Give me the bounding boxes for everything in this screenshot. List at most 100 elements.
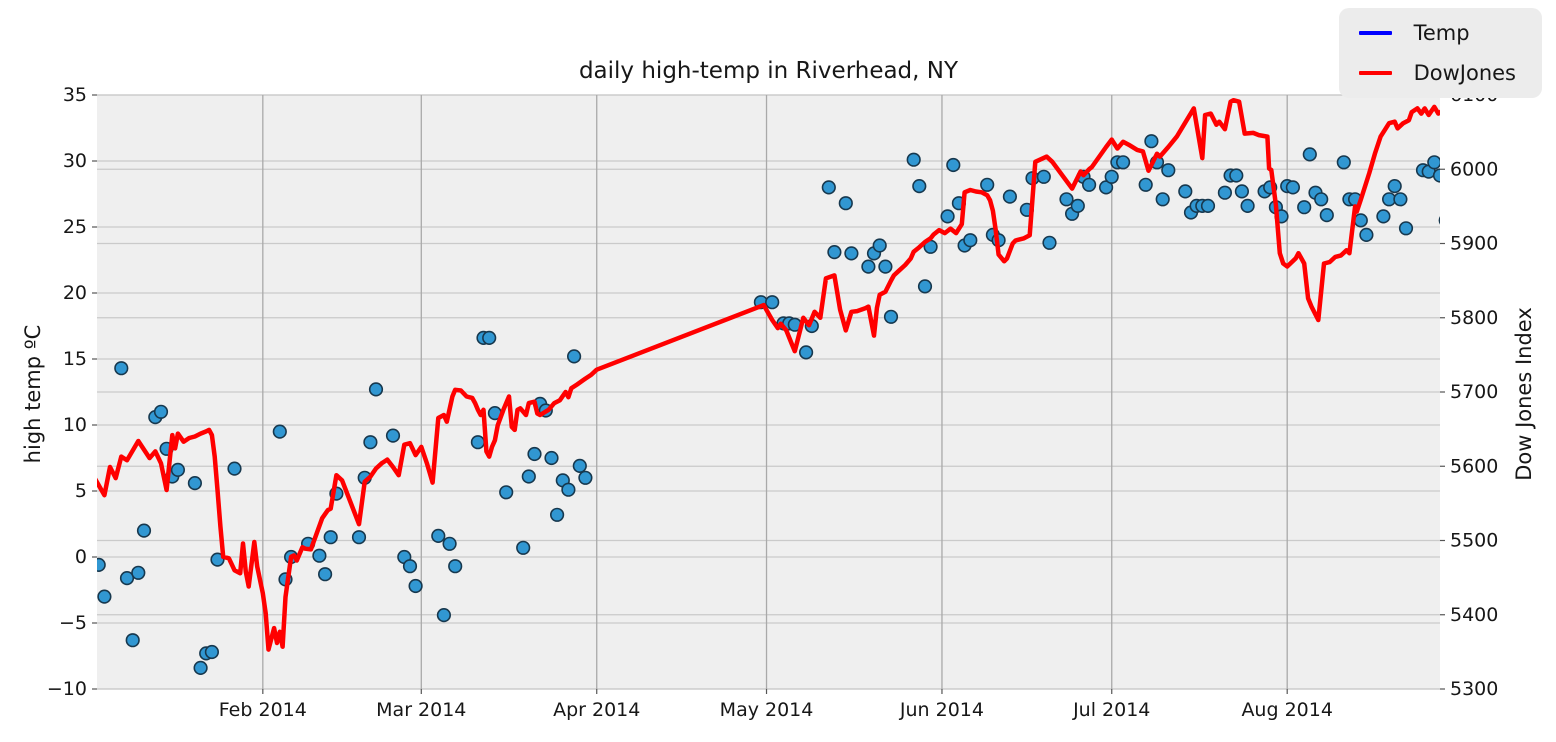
temp-point [527, 446, 542, 462]
y-right-tick-label: 5700 [1450, 381, 1498, 403]
temp-point [1314, 192, 1329, 207]
temp-point [1359, 227, 1374, 242]
temp-point [1234, 184, 1249, 199]
y-left-tick-label: 5 [75, 480, 87, 502]
temp-point [861, 259, 876, 274]
y-left-tick-label: 30 [63, 150, 87, 172]
temp-point [872, 238, 887, 253]
temp-point [912, 179, 927, 194]
temp-point [1070, 198, 1085, 213]
temp-point [119, 570, 135, 586]
temp-point [844, 246, 859, 261]
temp-point [1393, 192, 1408, 207]
chart-title: daily high-temp in Riverhead, NY [578, 58, 959, 84]
temp-point [1200, 198, 1216, 213]
y-left-tick-label: 0 [75, 546, 87, 568]
temp-point [97, 589, 112, 604]
temp-point [227, 461, 242, 476]
temp-point [431, 528, 446, 544]
temp-point [1427, 155, 1440, 170]
temp-point [521, 469, 536, 484]
temp-point [114, 361, 129, 376]
temp-point [1155, 192, 1170, 207]
temp-point [1432, 168, 1440, 183]
temp-point [1336, 155, 1351, 170]
y-axis-label-left: high temp ºC [21, 324, 45, 464]
legend-item-temp: Temp [1358, 21, 1516, 45]
temp-point [980, 177, 995, 192]
y-left-tick-label: −5 [59, 612, 87, 634]
temp-line-swatch-icon [1358, 31, 1392, 35]
temp-point [946, 157, 961, 173]
temp-point [482, 330, 497, 346]
temp-point [368, 382, 384, 397]
dowjones-line-swatch-icon [1358, 71, 1392, 75]
temp-point [1297, 200, 1312, 215]
series-layer [97, 97, 1440, 676]
temp-point [448, 559, 463, 574]
temp-point [125, 633, 140, 648]
x-tick-label: Mar 2014 [376, 699, 466, 721]
temp-point [1387, 179, 1402, 194]
temp-point [878, 259, 893, 274]
y-left-tick-label: 35 [63, 84, 87, 106]
temp-point [1438, 216, 1440, 225]
temp-point [917, 279, 933, 294]
y-right-tick-label: 6000 [1450, 158, 1498, 180]
temp-point [351, 530, 367, 545]
y-left-tick-label: 15 [63, 348, 87, 370]
y-right-tick-label: 5300 [1450, 678, 1498, 700]
temp-point [470, 435, 486, 450]
temp-point [906, 152, 921, 167]
temp-point [1178, 184, 1193, 199]
temp-point [1115, 155, 1131, 170]
y-left-tick-label: −10 [47, 678, 87, 700]
x-tick-label: May 2014 [720, 699, 814, 721]
x-tick-label: Feb 2014 [219, 699, 307, 721]
temp-point [318, 567, 333, 582]
temp-point [204, 644, 219, 660]
x-tick-label: Aug 2014 [1241, 699, 1333, 721]
temp-point [1036, 169, 1051, 184]
y-axis-label-right: Dow Jones Index [1512, 307, 1536, 481]
temp-point [561, 482, 576, 497]
temp-point [516, 540, 531, 555]
temp-point [883, 309, 899, 324]
temp-point [572, 458, 587, 474]
temp-point [566, 349, 582, 364]
temp-point [765, 295, 780, 310]
legend: Temp DowJones [1338, 8, 1542, 98]
temp-point [827, 245, 842, 260]
y-right-tick-label: 5800 [1450, 307, 1498, 329]
temp-point [578, 470, 593, 485]
temp-point [436, 607, 452, 623]
temp-point [193, 660, 208, 676]
legend-item-dowjones: DowJones [1358, 61, 1516, 85]
y-right-tick-label: 5400 [1450, 604, 1498, 626]
temp-point [1104, 169, 1119, 184]
temp-point [131, 565, 146, 580]
y-right-tick-label: 5500 [1450, 530, 1498, 552]
temp-point [323, 530, 338, 545]
temp-point [210, 552, 225, 567]
temp-point [1081, 177, 1097, 192]
temp-point [363, 435, 378, 450]
temp-point [821, 180, 836, 195]
temp-point [170, 462, 185, 478]
temp-point [798, 345, 814, 360]
temp-point [1229, 168, 1244, 183]
y-right-tick-label: 5900 [1450, 233, 1498, 255]
temp-point [1353, 213, 1368, 228]
temp-point [1059, 192, 1074, 207]
temp-point [1398, 221, 1414, 236]
temp-point [442, 536, 457, 551]
legend-label-dowjones: DowJones [1413, 61, 1516, 85]
temp-point [1240, 198, 1255, 213]
x-tick-label: Jul 2014 [1072, 699, 1150, 721]
temp-point [940, 209, 955, 224]
temp-point [549, 507, 565, 522]
temp-point [385, 428, 401, 443]
temp-point [1138, 177, 1153, 192]
temp-point [187, 476, 202, 491]
